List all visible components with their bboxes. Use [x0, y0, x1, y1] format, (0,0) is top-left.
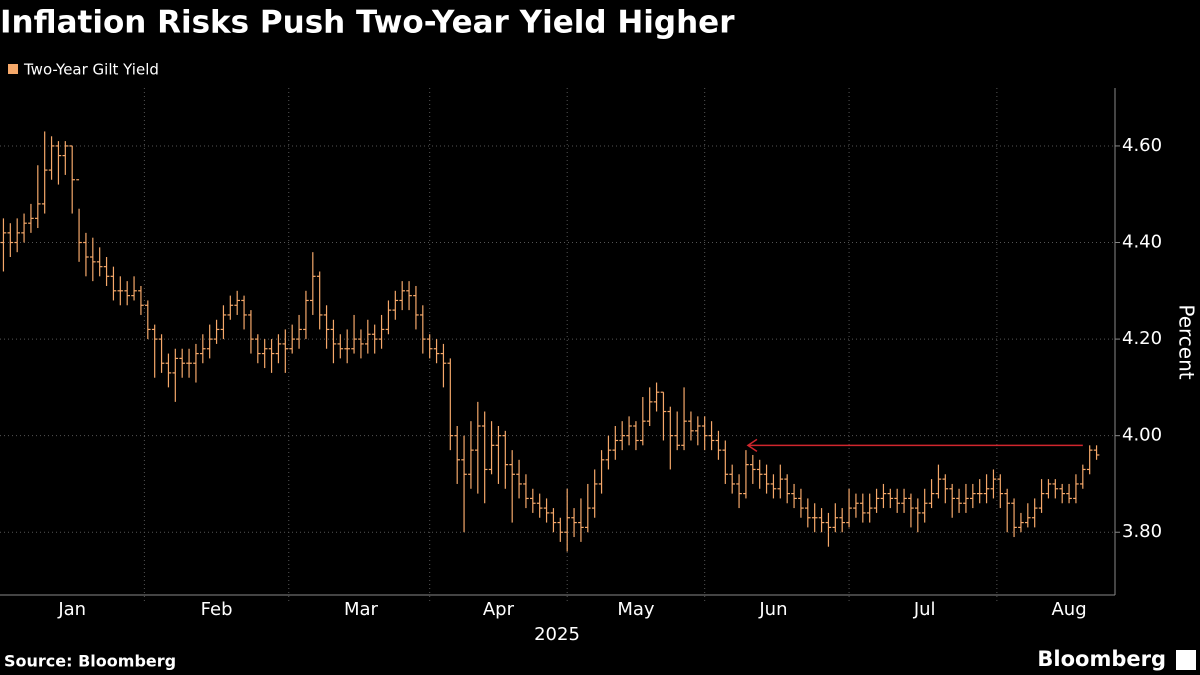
- legend-label: Two-Year Gilt Yield: [23, 61, 159, 79]
- y-tick-label: 3.80: [1122, 521, 1162, 542]
- source: Source: Bloomberg: [4, 652, 176, 671]
- x-axis-label: 2025: [534, 624, 580, 645]
- y-tick-label: 4.00: [1122, 425, 1162, 446]
- reference-arrowhead: [746, 438, 758, 452]
- y-tick-label: 4.40: [1122, 232, 1162, 253]
- x-tick-label: Apr: [483, 599, 515, 620]
- y-tick-label: 4.60: [1122, 135, 1162, 156]
- legend-swatch: [8, 64, 18, 74]
- y-tick-label: 4.20: [1122, 328, 1162, 349]
- x-tick-label: May: [617, 599, 655, 620]
- x-tick-label: Mar: [344, 599, 379, 620]
- chart-title: Inflation Risks Push Two-Year Yield High…: [0, 5, 735, 41]
- x-tick-label: Aug: [1051, 599, 1086, 620]
- x-tick-label: Jan: [57, 599, 86, 620]
- logo-icon: [1176, 650, 1196, 670]
- logo: Bloomberg: [1037, 647, 1166, 671]
- x-tick-label: Jul: [913, 599, 936, 620]
- x-tick-label: Feb: [201, 599, 233, 620]
- x-tick-label: Jun: [758, 599, 787, 620]
- y-axis-label: Percent: [1175, 304, 1199, 379]
